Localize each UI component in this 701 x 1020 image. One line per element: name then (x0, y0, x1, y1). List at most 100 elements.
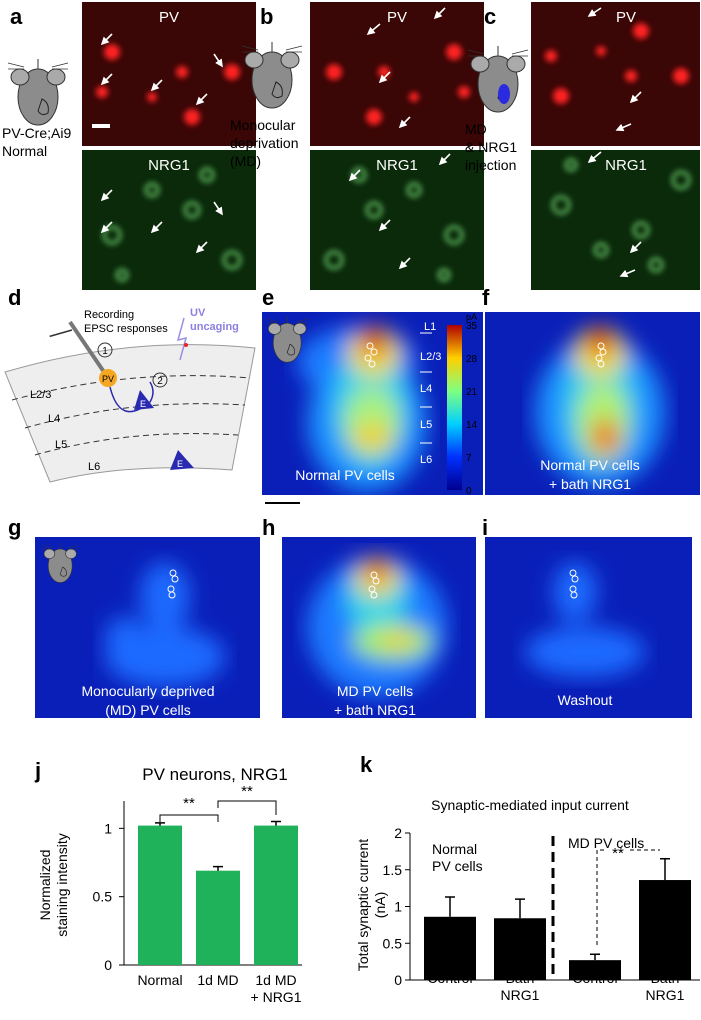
step-number: 1 (102, 346, 108, 357)
pv-image: PV (531, 2, 700, 146)
colorbar-tick-label: 0 (466, 486, 472, 497)
layer-label: L2/3 (420, 351, 441, 363)
bar (196, 870, 240, 965)
panel-label: b (260, 4, 273, 29)
x-tick-label: 1d MD (197, 972, 238, 988)
panel-label: g (8, 515, 21, 540)
layer-label: L4 (48, 413, 60, 425)
y-tick-label: 1.5 (383, 862, 403, 878)
error-bar (445, 896, 455, 917)
heatmap (35, 537, 260, 718)
y-tick-label: 0.5 (93, 889, 113, 905)
layer-label: L5 (420, 419, 432, 431)
layer-label: L4 (420, 383, 432, 395)
x-tick-label: Control (572, 970, 617, 986)
group-label: Normal PV cells (432, 841, 483, 874)
panel-label: e (262, 285, 274, 310)
caption: Normal PV cells (540, 457, 640, 473)
y-tick-label: 1 (104, 820, 112, 836)
layer-label: L2/3 (30, 389, 51, 401)
y-tick-label: 0 (104, 957, 112, 973)
caption: (MD) PV cells (105, 702, 191, 718)
colorbar-tick-label: 28 (466, 354, 478, 365)
x-tick-label: 1d MD + NRG1 (251, 972, 302, 1005)
significance: ** (612, 845, 624, 862)
injection-site (498, 84, 510, 104)
heatmap (282, 537, 476, 718)
heatmap (485, 537, 692, 718)
condition-text: Monocular (230, 117, 296, 133)
diagram-text: Recording (84, 309, 134, 321)
panel-label: h (262, 515, 275, 540)
error-bar (590, 953, 600, 961)
caption: Washout (558, 692, 613, 708)
caption: + bath NRG1 (334, 702, 416, 718)
colorbar-unit: pA (466, 312, 477, 322)
x-tick-label: Control (427, 970, 472, 986)
panel-label: d (8, 285, 21, 310)
x-tick-label: Normal (137, 972, 182, 988)
colorbar-tick-label: 21 (466, 387, 478, 398)
diagram-text: UV (190, 307, 206, 319)
group-label: MD PV cells (568, 835, 644, 851)
pv-image: PV (310, 2, 484, 146)
panel-label: a (10, 4, 23, 29)
cell-label: E (177, 459, 183, 469)
pv-image: PV (82, 2, 256, 146)
error-bar (515, 898, 525, 919)
error-bar (213, 865, 223, 871)
cell-label: E (140, 399, 146, 409)
error-bar (155, 822, 165, 826)
stain-label: PV (159, 9, 179, 26)
panel-label: i (482, 515, 488, 540)
condition-text: (MD) (230, 153, 261, 169)
cortex-diagram (4, 317, 256, 483)
y-tick-label: 2 (394, 825, 402, 841)
condition-text: Normal (2, 143, 47, 159)
condition-text: MD (465, 121, 487, 137)
bar (494, 918, 546, 980)
caption: Normal PV cells (295, 467, 395, 483)
diagram-text: uncaging (190, 321, 239, 333)
stain-label: NRG1 (148, 157, 190, 174)
heatmap (485, 312, 700, 495)
bar (569, 960, 621, 980)
caption: MD PV cells (337, 683, 413, 699)
bar (138, 825, 182, 965)
stain-label: PV (387, 9, 407, 26)
significance: ** (241, 783, 253, 800)
caption: + bath NRG1 (549, 476, 631, 492)
error-bar (271, 820, 281, 826)
bar (254, 825, 298, 965)
chart-title: Synaptic-mediated input current (431, 797, 629, 813)
y-axis-label: Total synaptic current(nA) (355, 839, 388, 971)
condition-text: & NRG1 (465, 139, 517, 155)
layer-label: L6 (420, 454, 432, 466)
panel-label: c (484, 4, 496, 29)
chart-title: PV neurons, NRG1 (142, 765, 288, 784)
colorbar-tick-label: 14 (466, 420, 478, 431)
condition-text: PV-Cre;Ai9 (2, 125, 71, 141)
significance-bracket (159, 800, 277, 822)
heatmap (262, 312, 483, 495)
y-tick-label: 0 (394, 972, 402, 988)
layer-label: L1 (424, 321, 436, 333)
condition-text: injection (465, 157, 516, 173)
cell-label: PV (102, 374, 114, 384)
stain-label: NRG1 (605, 157, 647, 174)
y-tick-label: 1 (394, 899, 402, 915)
layer-label: L5 (55, 439, 67, 451)
colorbar-tick-label: 35 (466, 321, 478, 332)
stain-label: PV (616, 9, 636, 26)
colorbar-tick-label: 7 (466, 453, 472, 464)
x-tick-label: Bath NRG1 (501, 970, 540, 1003)
nrg1-image: NRG1 (531, 150, 700, 290)
layer-label: L6 (88, 461, 100, 473)
nrg1-image: NRG1 (310, 150, 484, 290)
nrg1-image: NRG1 (82, 150, 256, 290)
y-tick-label: 0.5 (383, 935, 403, 951)
stain-label: NRG1 (376, 157, 418, 174)
significance: ** (183, 795, 195, 812)
